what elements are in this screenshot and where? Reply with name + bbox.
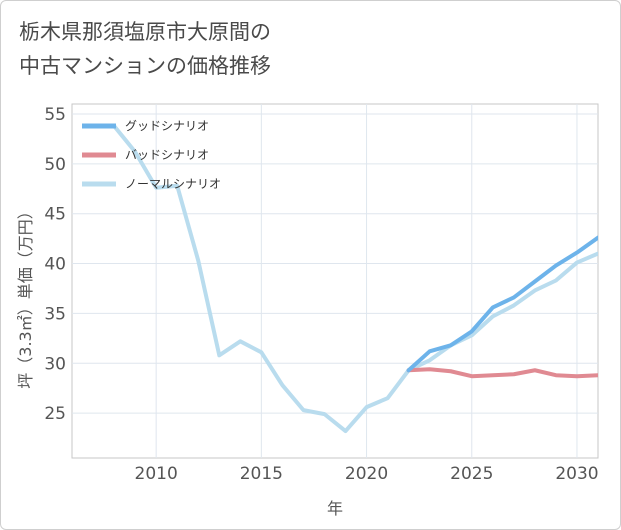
x-tick-label: 2015 (240, 464, 283, 484)
grid-lines (72, 104, 598, 458)
series-line-normal (112, 123, 598, 434)
plot-area (71, 103, 599, 459)
x-tick-label: 2025 (450, 464, 493, 484)
series-line-bad (406, 367, 598, 379)
y-tick-label: 40 (44, 255, 66, 275)
y-tick-label: 30 (44, 354, 66, 374)
legend-label-good: グッドシナリオ (125, 119, 209, 133)
chart-title: 栃木県那須塩原市大原間の 中古マンションの価格推移 (19, 15, 271, 83)
x-tick-label: 2010 (135, 464, 178, 484)
x-axis-label: 年 (327, 499, 343, 518)
chart-title-line2: 中古マンションの価格推移 (19, 54, 271, 78)
chart-title-line1: 栃木県那須塩原市大原間の (19, 20, 271, 44)
series-line-good (406, 235, 598, 373)
legend-label-bad: バッドシナリオ (125, 148, 209, 162)
legend-label-normal: ノーマルシナリオ (125, 177, 221, 191)
y-tick-label: 45 (44, 205, 66, 225)
y-tick-label: 25 (44, 404, 66, 424)
tick-labels: 2010 2015 2020 2025 2030 25 30 35 40 45 50 55 (44, 105, 598, 484)
y-axis-label: 坪（3.3㎡）単価（万円） (16, 203, 35, 388)
y-tick-label: 50 (44, 155, 66, 175)
y-tick-label: 55 (44, 105, 66, 125)
y-tick-label: 35 (44, 304, 66, 324)
x-tick-label: 2030 (555, 464, 598, 484)
series-layer (112, 123, 598, 434)
x-tick-label: 2020 (345, 464, 388, 484)
